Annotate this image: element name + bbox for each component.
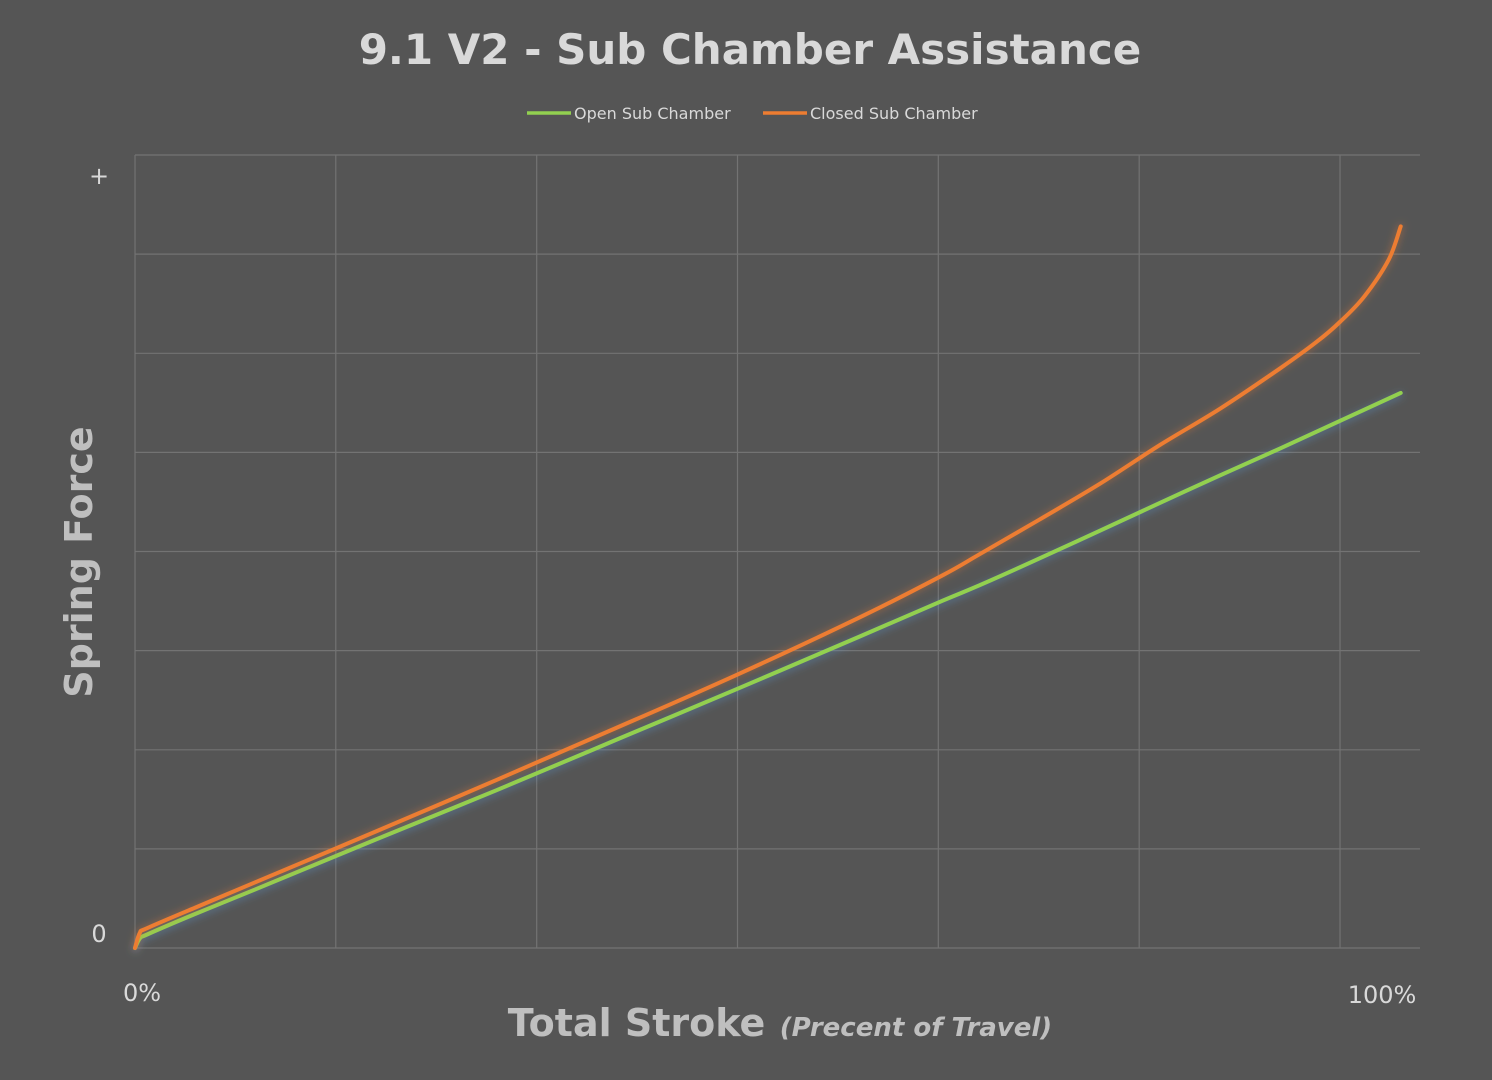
x-axis-subtitle: (Precent of Travel) (780, 1013, 1052, 1043)
plot-series (133, 224, 1403, 950)
legend-item-open: Open Sub Chamber (527, 104, 731, 123)
series-line-closed-sub-chamber (133, 224, 1403, 950)
legend-label-open: Open Sub Chamber (574, 104, 731, 123)
legend-label-closed: Closed Sub Chamber (810, 104, 978, 123)
x-axis-title: Total Stroke (508, 1001, 765, 1045)
x-axis-title-group: Total Stroke (Precent of Travel) (508, 1001, 1052, 1045)
y-tick-max: + (89, 162, 109, 190)
legend: Open Sub Chamber Closed Sub Chamber (527, 104, 978, 123)
chart-title: 9.1 V2 - Sub Chamber Assistance (359, 25, 1142, 74)
y-axis-title: Spring Force (57, 426, 101, 697)
series-line-open-sub-chamber (133, 390, 1403, 950)
legend-item-closed: Closed Sub Chamber (763, 104, 978, 123)
y-tick-min: 0 (91, 920, 106, 948)
x-tick-min: 0% (123, 979, 161, 1007)
gridlines (134, 154, 1420, 949)
x-tick-max: 100% (1348, 981, 1417, 1009)
